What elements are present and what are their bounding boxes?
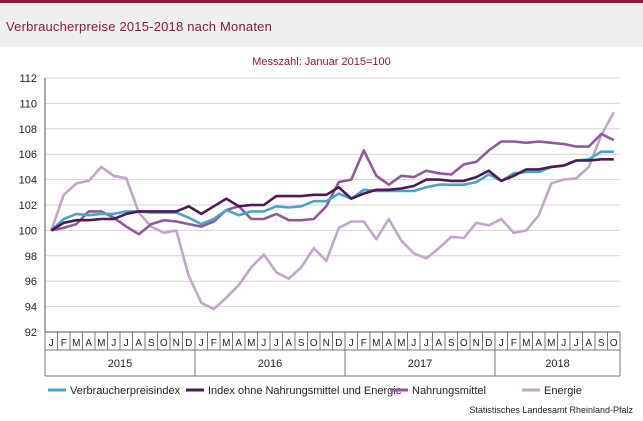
month-label: N	[323, 338, 330, 349]
y-axis: 92 94 96 98 100 102 104 106 108 110 112	[19, 73, 46, 339]
chart-subtitle: Messzahl: Januar 2015=100	[252, 56, 391, 68]
month-label: S	[148, 338, 155, 349]
month-label: J	[124, 338, 129, 349]
legend-label: Index ohne Nahrungsmittel und Energie	[208, 385, 402, 397]
y-tick-label: 106	[19, 149, 37, 161]
month-label: D	[485, 338, 492, 349]
year-label: 2018	[545, 358, 569, 370]
grid-lines	[45, 77, 620, 333]
y-tick-label: 104	[19, 175, 37, 187]
month-label: M	[397, 338, 405, 349]
month-label: A	[435, 338, 442, 349]
source-note: Statistisches Landesamt Rheinland-Pfalz	[469, 405, 633, 415]
month-label: O	[610, 338, 618, 349]
month-label: M	[372, 338, 380, 349]
y-tick-label: 94	[25, 302, 37, 314]
legend-label: Verbraucherpreisindex	[70, 385, 181, 397]
month-label: A	[535, 338, 542, 349]
year-label: 2017	[408, 358, 432, 370]
month-label: F	[211, 338, 217, 349]
year-label: 2016	[258, 358, 282, 370]
top-accent-bar	[0, 0, 643, 3]
month-label: M	[72, 338, 80, 349]
month-label: D	[335, 338, 342, 349]
series-lines	[50, 111, 615, 311]
month-label: J	[261, 338, 266, 349]
month-label: M	[222, 338, 230, 349]
month-label: J	[274, 338, 279, 349]
month-label: M	[547, 338, 555, 349]
month-label: J	[411, 338, 416, 349]
month-label: M	[522, 338, 530, 349]
month-label: A	[285, 338, 292, 349]
month-label: J	[424, 338, 429, 349]
series-line-3	[50, 111, 615, 311]
legend: Verbraucherpreisindex Index ohne Nahrungs…	[48, 385, 582, 397]
y-tick-label: 92	[25, 327, 37, 339]
legend-label: Energie	[544, 385, 582, 397]
y-tick-label: 100	[19, 225, 37, 237]
y-tick-label: 110	[19, 98, 37, 110]
y-tick-label: 96	[25, 276, 37, 288]
month-label: J	[574, 338, 579, 349]
month-label: A	[235, 338, 242, 349]
month-label: S	[598, 338, 605, 349]
month-label: D	[185, 338, 192, 349]
month-label: J	[199, 338, 204, 349]
title-bar: Verbraucherpreise 2015-2018 nach Monaten	[0, 3, 643, 47]
month-label: S	[448, 338, 455, 349]
month-label: S	[298, 338, 305, 349]
month-label: A	[135, 338, 142, 349]
y-tick-label: 102	[19, 200, 37, 212]
y-tick-label: 98	[25, 251, 37, 263]
month-label: J	[499, 338, 504, 349]
month-label: M	[247, 338, 255, 349]
month-label: J	[111, 338, 116, 349]
chart-title: Verbraucherpreise 2015-2018 nach Monaten	[6, 19, 273, 34]
series-line-1	[50, 158, 614, 232]
month-label: N	[473, 338, 480, 349]
month-label: F	[361, 338, 367, 349]
y-tick-label: 112	[19, 73, 37, 85]
month-label: J	[561, 338, 566, 349]
month-label: O	[160, 338, 168, 349]
month-label: M	[97, 338, 105, 349]
month-label: A	[85, 338, 92, 349]
legend-label: Nahrungsmittel	[412, 385, 486, 397]
month-label: O	[310, 338, 318, 349]
month-label: A	[585, 338, 592, 349]
month-label: F	[61, 338, 67, 349]
month-label: O	[460, 338, 468, 349]
month-label: N	[173, 338, 180, 349]
month-label: J	[49, 338, 54, 349]
y-tick-label: 108	[19, 124, 37, 136]
series-line-2	[51, 132, 615, 236]
year-label: 2015	[108, 358, 132, 370]
month-label: F	[511, 338, 517, 349]
month-label: A	[385, 338, 392, 349]
month-label: J	[349, 338, 354, 349]
